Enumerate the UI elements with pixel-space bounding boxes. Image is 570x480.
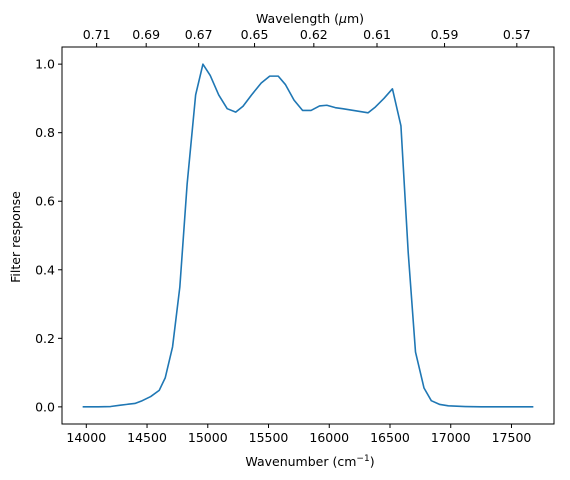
y-tick-label: 0.2 [35,331,55,346]
x-tick-label: 15000 [188,430,228,445]
plot-frame [61,46,555,425]
top-tick-label: 0.57 [503,27,531,42]
axis-labels: Wavenumber (cm−1) Wavelength (μm) Filter… [8,11,375,469]
top-tick-label: 0.62 [300,27,328,42]
y-tick-label: 1.0 [35,57,55,72]
top-tick-label: 0.61 [363,27,391,42]
axes: 14000 14500 15000 15500 16000 16500 17000 17500… [35,27,555,445]
y-axis-label: Filter response [8,191,23,283]
x-tick-label: 16000 [309,430,349,445]
x-axis-label: Wavenumber (cm−1) [245,454,374,469]
y-tick-label: 0.8 [35,125,55,140]
top-tick-label: 0.69 [132,27,160,42]
x-tick-label: 17500 [492,430,532,445]
top-tick-label: 0.67 [185,27,213,42]
top-axis-label: Wavelength (μm) [256,11,364,26]
top-tick-label: 0.59 [431,27,459,42]
x-tick-label: 14000 [66,430,106,445]
series-line-0 [82,63,534,408]
x-tick-label: 14500 [127,430,167,445]
x-tick-label: 16500 [370,430,410,445]
plot-area [82,63,534,408]
x-tick-label: 15500 [249,430,289,445]
y-tick-label: 0.0 [35,399,55,414]
y-tick-label: 0.6 [35,194,55,209]
x-tick-label: 17000 [431,430,471,445]
top-tick-label: 0.65 [241,27,269,42]
top-tick-label: 0.71 [83,27,111,42]
y-tick-label: 0.4 [35,262,55,277]
